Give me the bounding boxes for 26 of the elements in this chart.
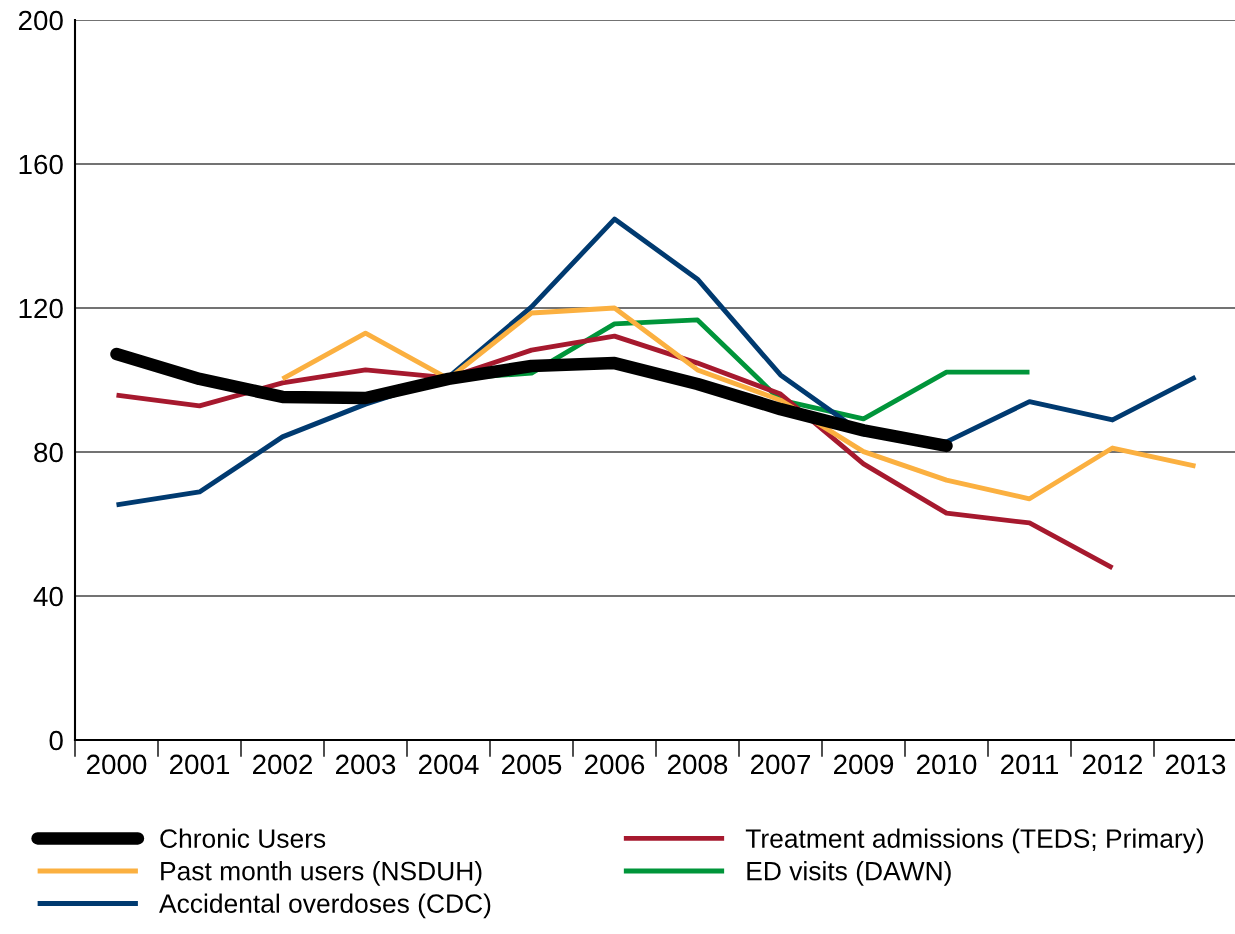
x-tick-label: 2008 bbox=[668, 754, 728, 775]
x-tick-label: 2000 bbox=[87, 754, 147, 775]
x-tick-label: 2010 bbox=[917, 754, 977, 775]
line-series bbox=[280, 305, 1198, 502]
y-tick-label: 0 bbox=[49, 730, 63, 751]
x-tick-label: 2007 bbox=[751, 754, 811, 775]
x-tick-label: 2001 bbox=[170, 754, 230, 775]
x-tick-label: 2009 bbox=[834, 754, 894, 775]
x-tick-label: 2004 bbox=[419, 754, 479, 775]
x-tick-label: 2013 bbox=[1166, 754, 1226, 775]
x-tick-label: 2003 bbox=[336, 754, 396, 775]
y-tick-label: 80 bbox=[34, 442, 63, 463]
legend-label: Chronic Users bbox=[160, 828, 326, 848]
x-tick-label: 2012 bbox=[1083, 754, 1143, 775]
legend-label: ED visits (DAWN) bbox=[747, 861, 951, 886]
legend-label: Accidental overdoses (CDC) bbox=[159, 893, 491, 919]
x-tick-label: 2005 bbox=[502, 754, 562, 775]
y-tick-label: 200 bbox=[18, 10, 63, 31]
y-tick-label: 120 bbox=[19, 298, 63, 319]
x-tick-label: 2002 bbox=[253, 754, 313, 775]
y-tick-label: 40 bbox=[33, 586, 63, 607]
legend-label: Treatment admissions (TEDS; Primary) bbox=[745, 828, 1204, 854]
x-tick-label: 2006 bbox=[585, 754, 645, 775]
legend-label: Past month users (NSDUH) bbox=[161, 861, 482, 886]
y-tick-label: 160 bbox=[19, 154, 63, 175]
x-tick-label: 2011 bbox=[1001, 754, 1059, 775]
